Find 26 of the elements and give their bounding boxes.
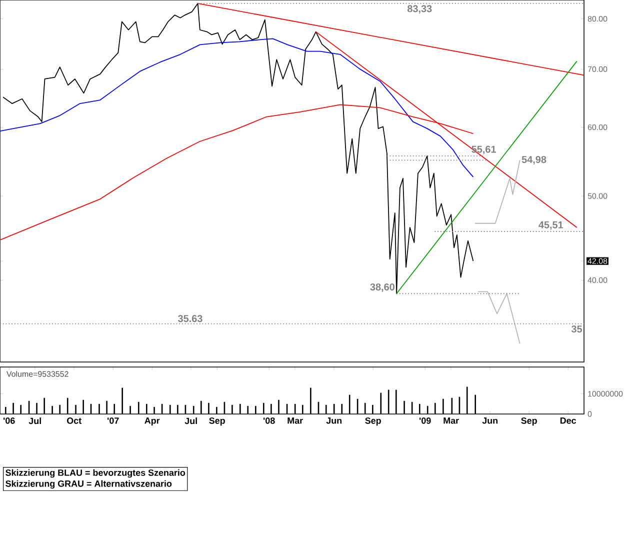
x-tick-label: Dec [560,418,576,424]
annotation: 38,60 [370,283,394,292]
x-tick-label: Sep [365,418,381,426]
annotation: 35 [571,325,582,333]
x-tick-label: Jun [326,418,342,424]
x-tick-label: Oct [67,418,82,424]
annotation: 35.63 [178,315,202,322]
x-tick-label: '06 [4,418,15,424]
x-tick-label: '09 [420,418,431,424]
x-tick-label: Apr [144,418,160,426]
x-tick-label: Sep [209,418,225,426]
x-tick-label: '08 [264,418,275,424]
annotation: 54,98 [522,156,546,164]
x-tick-label: Jun [482,418,498,424]
x-tick-label: Jul [28,418,41,424]
text: Skizzierung BLAU = bevorzugtes Szenario [6,469,186,478]
line-series [477,291,520,344]
annotation: 83,33 [407,5,432,14]
x-tick-label: '07 [108,418,119,424]
x-tick-label: Jul [184,418,197,424]
x-tick-label: Mar [288,418,303,424]
text: Skizzierung GRAU = Alternativszenario [6,480,172,489]
x-tick-label: Mar [444,418,459,424]
x-tick-label: Sep [521,418,537,426]
line-series [474,160,520,224]
annotation: 45,51 [538,221,564,230]
